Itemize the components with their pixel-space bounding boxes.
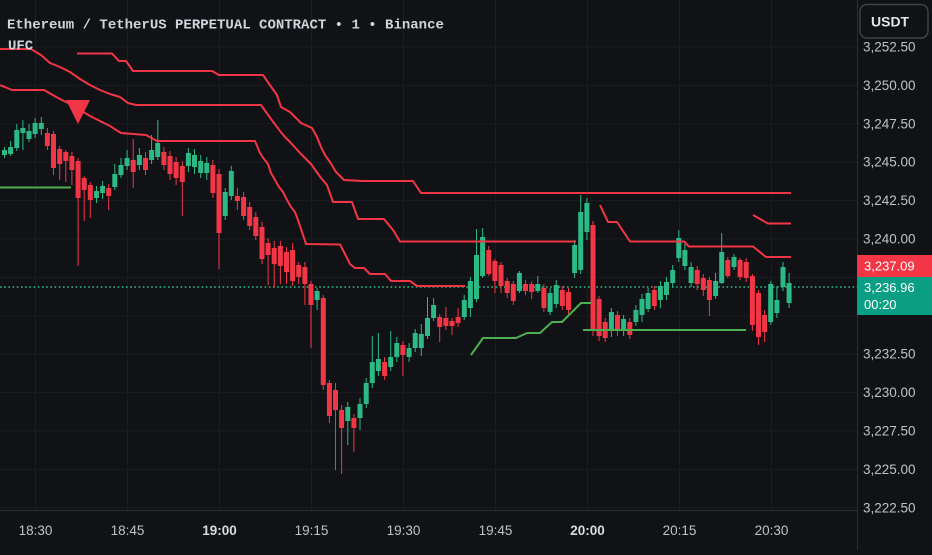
svg-text:18:45: 18:45 [111, 523, 145, 538]
svg-text:20:30: 20:30 [755, 523, 789, 538]
svg-text:19:00: 19:00 [202, 523, 237, 538]
svg-text:3,245.00: 3,245.00 [863, 155, 916, 170]
svg-text:3,230.00: 3,230.00 [863, 385, 916, 400]
svg-text:3,225.00: 3,225.00 [863, 462, 916, 477]
svg-text:USDT: USDT [871, 14, 910, 30]
svg-text:20:00: 20:00 [570, 523, 605, 538]
svg-text:3,232.50: 3,232.50 [863, 347, 916, 362]
svg-text:18:30: 18:30 [19, 523, 53, 538]
svg-text:Ethereum / TetherUS PERPETUAL: Ethereum / TetherUS PERPETUAL CONTRACT •… [7, 18, 444, 34]
svg-text:UFC: UFC [8, 39, 34, 55]
svg-text:3,247.50: 3,247.50 [863, 116, 916, 131]
svg-text:3,227.50: 3,227.50 [863, 424, 916, 439]
svg-text:3,250.00: 3,250.00 [863, 78, 916, 93]
svg-text:3,222.50: 3,222.50 [863, 500, 916, 515]
svg-text:3,240.00: 3,240.00 [863, 232, 916, 247]
svg-text:3,237.09: 3,237.09 [864, 259, 915, 274]
svg-text:3,236.96: 3,236.96 [864, 280, 915, 295]
svg-text:00:20: 00:20 [864, 297, 897, 312]
svg-text:19:30: 19:30 [387, 523, 421, 538]
svg-text:3,242.50: 3,242.50 [863, 193, 916, 208]
svg-text:19:15: 19:15 [295, 523, 329, 538]
svg-text:19:45: 19:45 [479, 523, 513, 538]
svg-text:3,252.50: 3,252.50 [863, 40, 916, 55]
svg-text:20:15: 20:15 [663, 523, 697, 538]
